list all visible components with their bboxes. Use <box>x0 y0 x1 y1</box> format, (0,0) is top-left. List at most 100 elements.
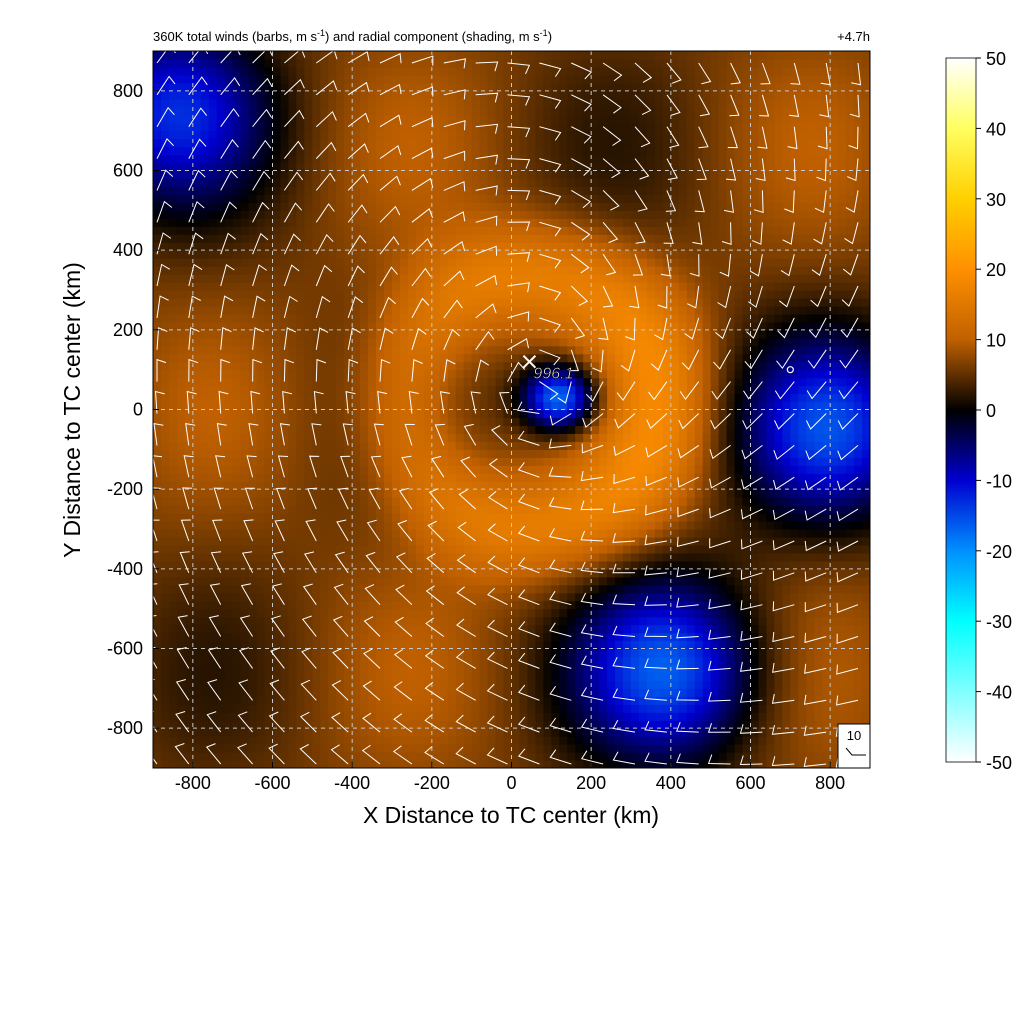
field-cell <box>527 290 536 299</box>
field-cell <box>527 489 536 498</box>
field-cell <box>224 640 234 650</box>
field-cell <box>415 672 425 681</box>
field-cell <box>184 409 194 419</box>
field-cell <box>376 361 385 371</box>
field-cell <box>559 624 568 634</box>
field-cell <box>455 592 465 602</box>
field-cell <box>360 608 369 618</box>
field-cell <box>344 688 353 697</box>
field-cell <box>352 449 361 458</box>
field-cell <box>559 186 568 195</box>
field-cell <box>551 521 560 530</box>
field-cell <box>567 98 576 108</box>
field-cell <box>559 218 568 227</box>
field-cell <box>527 513 536 522</box>
field-cell <box>543 584 552 594</box>
field-cell <box>575 90 584 100</box>
field-cell <box>320 170 329 180</box>
field-cell <box>160 736 170 745</box>
field-cell <box>392 313 401 323</box>
field-cell <box>352 465 361 474</box>
field-cell <box>455 58 465 68</box>
field-cell <box>240 728 250 737</box>
field-cell <box>232 122 242 132</box>
field-cell <box>415 489 425 498</box>
field-cell <box>200 696 210 705</box>
field-cell <box>591 688 600 697</box>
field-cell <box>344 82 353 92</box>
field-cell <box>415 544 425 554</box>
field-cell <box>256 584 266 594</box>
field-cell <box>575 473 584 482</box>
field-cell <box>200 313 210 323</box>
field-cell <box>431 505 441 514</box>
field-cell <box>344 170 353 180</box>
field-cell <box>344 162 353 172</box>
field-cell <box>184 377 194 387</box>
field-cell <box>407 51 417 60</box>
field-cell <box>487 258 497 267</box>
field-cell <box>200 521 210 530</box>
field-cell <box>256 186 266 195</box>
field-cell <box>392 465 401 474</box>
field-cell <box>511 162 521 172</box>
field-cell <box>192 441 202 450</box>
field-cell <box>280 130 290 140</box>
field-cell <box>479 194 489 203</box>
field-cell <box>392 377 401 387</box>
field-cell <box>384 66 393 76</box>
field-cell <box>551 441 560 450</box>
field-cell <box>511 720 521 729</box>
field-cell <box>360 282 369 291</box>
field-cell <box>296 752 305 761</box>
field-cell <box>583 544 592 554</box>
field-cell <box>575 529 584 538</box>
field-cell <box>200 728 210 737</box>
field-cell <box>256 122 266 132</box>
field-cell <box>527 529 536 538</box>
field-cell <box>535 457 544 466</box>
field-cell <box>543 377 552 387</box>
field-cell <box>431 425 441 434</box>
field-cell <box>264 274 274 283</box>
field-cell <box>567 321 576 331</box>
field-cell <box>336 114 345 124</box>
field-cell <box>415 576 425 586</box>
field-cell <box>304 473 313 482</box>
field-cell <box>256 274 266 283</box>
field-cell <box>543 82 552 92</box>
field-cell <box>567 656 576 666</box>
field-cell <box>184 321 194 331</box>
field-cell <box>176 433 186 442</box>
field-cell <box>447 345 457 355</box>
field-cell <box>176 497 186 506</box>
field-cell <box>392 473 401 482</box>
field-cell <box>320 648 329 658</box>
field-cell <box>280 744 290 753</box>
field-cell <box>519 353 529 363</box>
field-cell <box>392 154 401 164</box>
field-cell <box>575 744 584 753</box>
field-cell <box>288 473 297 482</box>
field-cell <box>471 752 481 761</box>
field-cell <box>535 672 544 681</box>
field-cell <box>256 58 266 68</box>
field-cell <box>423 393 433 403</box>
field-cell <box>423 290 433 299</box>
field-cell <box>575 592 584 602</box>
field-cell <box>312 696 321 705</box>
field-cell <box>232 664 242 673</box>
field-cell <box>224 592 234 602</box>
field-cell <box>304 513 313 522</box>
field-cell <box>312 728 321 737</box>
field-cell <box>527 234 536 243</box>
field-cell <box>320 393 329 403</box>
field-cell <box>439 521 449 530</box>
field-cell <box>312 688 321 697</box>
field-cell <box>280 560 290 570</box>
field-cell <box>447 194 457 203</box>
field-cell <box>320 720 329 729</box>
field-cell <box>216 409 226 419</box>
field-cell <box>344 114 353 124</box>
field-cell <box>248 321 258 331</box>
